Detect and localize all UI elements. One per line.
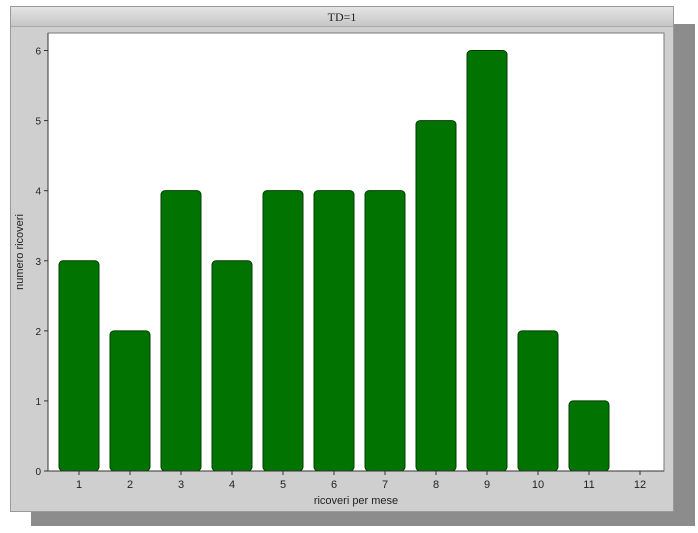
y-tick-label: 3 [35,257,41,268]
bar [160,190,202,472]
x-tick-label: 12 [634,479,646,491]
y-tick-label: 4 [35,187,41,198]
bar [466,50,508,472]
x-tick-label: 11 [583,479,594,491]
x-tick-label: 7 [382,479,388,491]
x-tick-label: 2 [127,479,133,491]
y-tick-label: 5 [35,117,41,128]
bar [262,190,304,472]
x-tick-label: 1 [76,479,82,491]
x-axis-label: ricoveri per mese [314,495,398,507]
y-tick-label: 6 [35,47,41,58]
x-tick-label: 10 [532,479,544,491]
x-tick-label: 6 [331,479,337,491]
plot-area [47,32,665,472]
x-tick-label: 9 [484,479,490,491]
x-tick-label: 3 [178,479,184,491]
bar [364,190,406,472]
bar [58,260,100,472]
y-tick-label: 0 [35,467,41,478]
y-ticks-group: 0 1 2 3 4 5 6 [35,47,48,478]
y-tick-label: 2 [35,327,41,338]
bar [568,400,610,472]
x-tick-label: 5 [280,479,286,491]
bar [313,190,355,472]
x-tick-label: 8 [433,479,439,491]
x-tick-label: 4 [229,479,235,491]
bar [415,120,457,472]
x-ticks-group: 1 2 3 4 5 6 7 8 9 10 11 12 [76,471,646,491]
chart-title: TD=1 [327,10,357,24]
bar [109,330,151,472]
bar [517,330,559,472]
bar [211,260,253,472]
chart-title-strip: TD=1 [11,7,673,27]
y-tick-label: 1 [35,397,41,408]
y-axis-label: numero ricoveri [14,214,26,290]
